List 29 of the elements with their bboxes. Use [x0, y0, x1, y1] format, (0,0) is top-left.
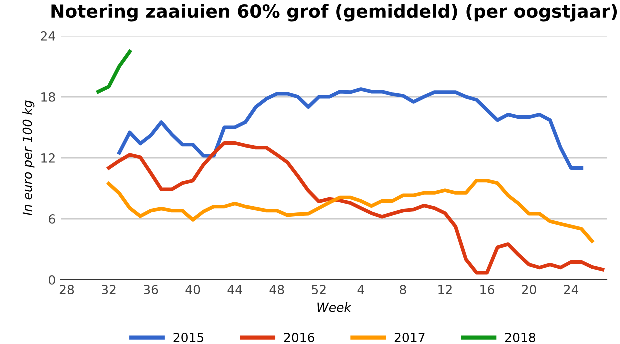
y-axis-title: In euro per 100 kg [22, 100, 35, 216]
x-tick-label: 24 [564, 285, 579, 294]
x-tick-label: 40 [186, 285, 200, 295]
y-tick-label: 0 [49, 275, 56, 285]
line-series [107, 179, 594, 244]
x-tick-label: 36 [144, 285, 158, 295]
legend-label: 2016 [284, 332, 314, 342]
line-series [118, 88, 584, 170]
x-tick-label: 8 [400, 285, 406, 295]
legend-label: 2018 [505, 332, 536, 342]
legend-label: 2015 [174, 332, 204, 342]
x-tick-label: 4 [358, 285, 364, 294]
line-series [96, 50, 132, 94]
x-tick-label: 52 [312, 285, 326, 295]
y-tick-label: 18 [42, 92, 56, 102]
x-tick-label: 48 [270, 285, 284, 295]
x-tick-label: 12 [438, 285, 452, 294]
legend-label: 2017 [394, 332, 425, 342]
x-tick-label: 32 [102, 285, 116, 295]
chart-title: Notering zaaiuien 60% grof (gemiddeld) (per oogstjaar) [52, 4, 618, 22]
y-tick-label: 24 [41, 31, 56, 41]
y-tick-label: 6 [49, 214, 56, 224]
x-tick-label: 44 [228, 285, 242, 294]
line-series [107, 141, 605, 275]
x-axis-title: Week [318, 302, 352, 312]
x-tick-label: 20 [522, 285, 536, 295]
y-tick-label: 12 [42, 153, 55, 163]
x-tick-label: 28 [60, 285, 74, 295]
x-tick-label: 16 [480, 285, 494, 295]
